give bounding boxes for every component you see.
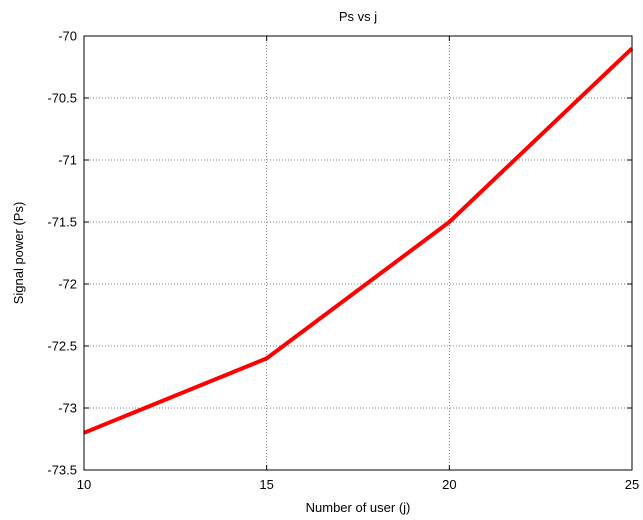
y-tick-label: -72 <box>58 277 77 292</box>
chart-title: Ps vs j <box>339 9 377 24</box>
x-tick-label: 10 <box>77 477 91 492</box>
grid-lines <box>84 36 632 470</box>
x-tick-label: 20 <box>442 477 456 492</box>
y-tick-label: -70.5 <box>47 91 77 106</box>
y-tick-label: -70 <box>58 29 77 44</box>
y-axis-label: Signal power (Ps) <box>11 202 26 305</box>
y-tick-labels: -70 -70.5 -71 -71.5 -72 -72.5 -73 -73.5 <box>47 29 77 478</box>
x-axis-label: Number of user (j) <box>306 500 411 515</box>
x-tick-label: 25 <box>625 477 639 492</box>
y-tick-label: -71 <box>58 153 77 168</box>
plot-background <box>84 36 632 470</box>
y-tick-label: -73 <box>58 401 77 416</box>
series-line <box>83 46 634 435</box>
y-tick-label: -71.5 <box>47 215 77 230</box>
y-tick-label: -72.5 <box>47 339 77 354</box>
plot-frame <box>83 35 633 471</box>
y-tick-label: -73.5 <box>47 463 77 478</box>
tick-marks <box>83 35 633 471</box>
x-tick-label: 15 <box>259 477 273 492</box>
x-tick-labels: 10 15 20 25 <box>77 477 639 492</box>
